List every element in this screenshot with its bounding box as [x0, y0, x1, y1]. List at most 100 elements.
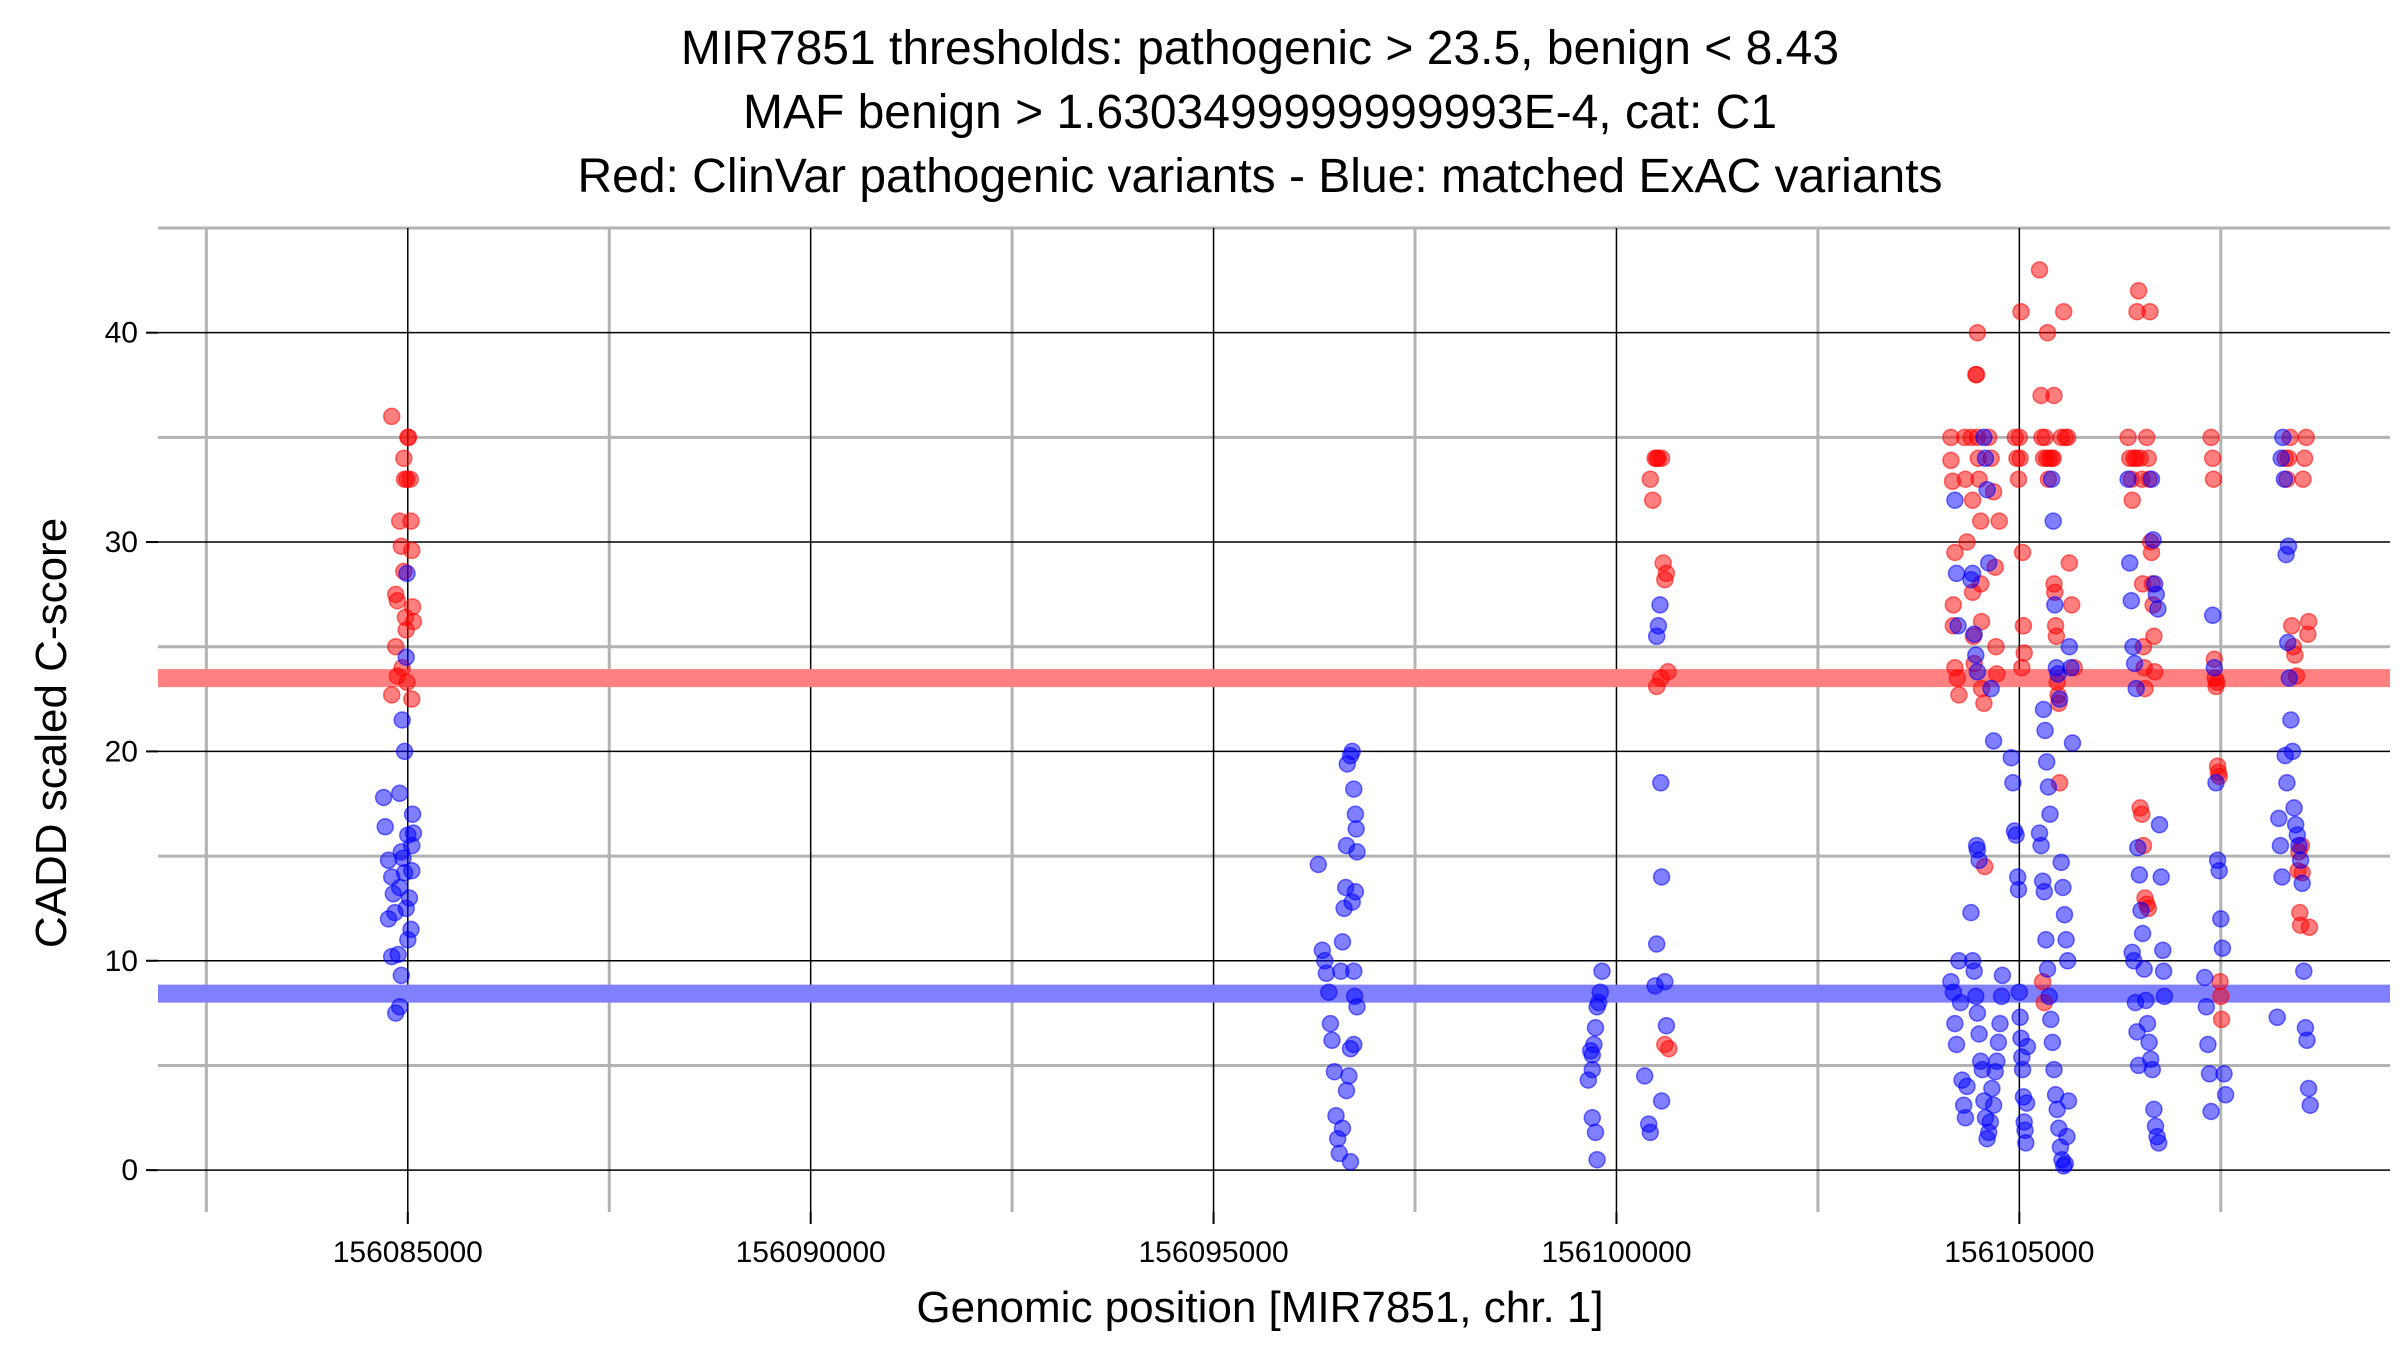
exac-point: [1345, 780, 1363, 798]
exac-point: [1635, 1067, 1654, 1085]
pathogenic-point: [1968, 323, 1987, 342]
x-tick-labels: 156085000 156090000 156095000 156100000 1561…: [333, 1212, 2094, 1269]
pathogenic-point: [2133, 805, 2151, 823]
pathogenic-point: [2044, 449, 2062, 468]
exac-point: [1652, 1092, 1671, 1110]
exac-point: [2132, 901, 2150, 920]
exac-point: [390, 998, 409, 1016]
exac-point: [1583, 1060, 1602, 1079]
y-tick-label: 30: [105, 526, 138, 559]
pathogenic-point: [2282, 617, 2301, 635]
exac-point: [1988, 1052, 2006, 1071]
pathogenic-point: [1660, 1039, 1678, 1058]
pathogenic-point: [2062, 596, 2081, 614]
exac-point: [1947, 564, 1966, 583]
pathogenic-point: [395, 449, 413, 468]
exac-point: [1976, 449, 1995, 468]
exac-point: [2273, 868, 2291, 886]
grid-lines: [158, 226, 2390, 1212]
pathogenic-point: [1987, 637, 2005, 656]
exac-point: [2216, 1086, 2235, 1104]
pathogenic-point: [2015, 644, 2033, 662]
exac-point: [2282, 711, 2300, 729]
pathogenic-point: [2123, 491, 2141, 509]
exac-point: [2298, 1031, 2316, 1050]
exac-point: [1993, 966, 2012, 985]
exac-point: [2058, 952, 2077, 970]
pathogenic-point: [2299, 612, 2318, 631]
exac-point: [1320, 983, 1338, 1001]
y-axis-label: CADD scaled C-score: [27, 518, 76, 948]
exac-point: [2042, 1010, 2060, 1029]
exac-point: [2154, 962, 2173, 980]
exac-point: [1586, 1123, 1605, 1142]
exac-point: [2013, 1060, 2032, 1079]
exac-point: [2062, 658, 2080, 677]
pathogenic-point: [386, 637, 405, 656]
exac-point: [2045, 1060, 2063, 1079]
exac-point: [1347, 820, 1365, 838]
exac-point: [2129, 1056, 2148, 1075]
exac-point: [403, 861, 421, 880]
pathogenic-point: [2012, 302, 2030, 321]
exac-point: [2130, 866, 2149, 884]
exac-point: [2212, 910, 2230, 928]
exac-point: [1970, 1025, 1988, 1043]
exac-point: [2038, 960, 2057, 978]
threshold-lines: [158, 669, 2390, 1003]
pathogenic-point: [2013, 658, 2031, 677]
exac-point: [1343, 893, 1361, 911]
pathogenic-point: [2295, 449, 2314, 468]
exac-point: [1333, 933, 1352, 951]
exac-point: [2057, 931, 2075, 949]
exac-point: [2272, 449, 2290, 468]
exac-point: [2050, 690, 2069, 708]
exac-point: [2280, 669, 2299, 687]
exac-point: [2205, 658, 2224, 677]
exac-point: [2040, 987, 2058, 1006]
exac-point: [2037, 753, 2056, 771]
exac-point: [2018, 1037, 2037, 1056]
pathogenic-point: [2202, 428, 2220, 447]
exac-point: [1962, 903, 1980, 922]
exac-point: [1583, 1109, 1602, 1127]
exac-point: [2199, 1035, 2217, 1054]
exac-point: [2004, 774, 2022, 792]
pathogenic-point: [2009, 470, 2028, 488]
pathogenic-point: [2054, 302, 2073, 321]
pathogenic-point: [2294, 470, 2312, 488]
exac-point: [1588, 1150, 1606, 1169]
exac-point: [2010, 983, 2029, 1001]
exac-point: [2275, 470, 2294, 488]
exac-point: [403, 805, 422, 823]
exac-point: [2268, 1008, 2286, 1027]
exac-point: [2295, 962, 2313, 980]
pathogenic-point: [2038, 323, 2057, 342]
exac-point: [1309, 855, 1328, 874]
exac-point: [2291, 851, 2310, 870]
x-tick-label: 156085000: [333, 1236, 483, 1269]
pathogenic-point: [1942, 451, 1960, 470]
pathogenic-point: [2013, 543, 2032, 562]
pathogenic-point: [2139, 449, 2158, 468]
exac-point: [1346, 805, 1365, 823]
exac-point: [1337, 1081, 1356, 1100]
exac-point: [1967, 646, 1985, 664]
pathogenic-point: [2137, 428, 2156, 447]
pathogenic-point: [1963, 491, 1982, 509]
exac-point: [1323, 1031, 1341, 1050]
pathogenic-point: [1948, 669, 1967, 687]
exac-point: [2271, 836, 2290, 855]
exac-point: [2120, 554, 2139, 572]
exac-point: [2034, 700, 2053, 719]
exac-point: [2152, 868, 2170, 886]
exac-point: [1991, 1014, 2009, 1033]
pathogenic-point: [2141, 302, 2159, 321]
exac-point: [2270, 809, 2288, 828]
exac-point: [1652, 774, 1670, 792]
exac-point: [1651, 596, 1669, 614]
exac-point: [1975, 428, 1993, 447]
exac-point: [1946, 1014, 1964, 1033]
exac-point: [1340, 1067, 1358, 1085]
exac-point: [2007, 826, 2025, 844]
